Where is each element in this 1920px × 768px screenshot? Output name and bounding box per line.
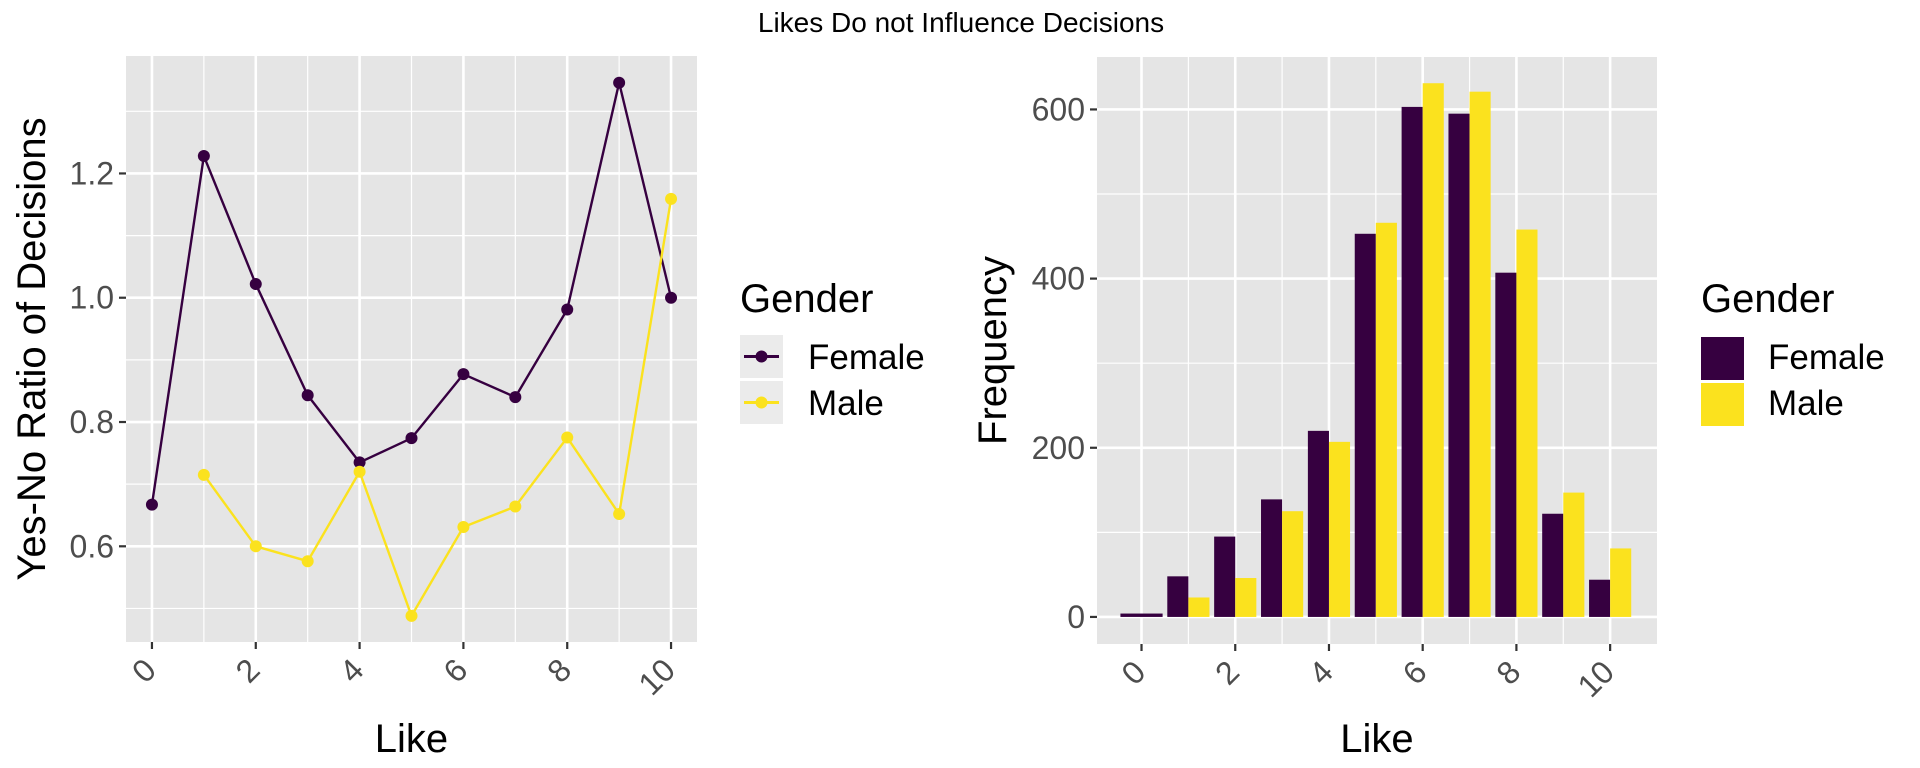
legend-label-male: Male [808, 384, 884, 423]
bar-male-2 [1235, 578, 1257, 617]
line-chart-series [145, 76, 678, 622]
series-male [197, 192, 678, 622]
data-point-male [561, 431, 574, 444]
data-point-female [353, 456, 366, 469]
data-point-female [249, 278, 262, 291]
line-male [202, 198, 673, 618]
y-tick-label: 1.2 [70, 155, 114, 191]
line-chart-y-axis-title: Yes-No Ratio of Decisions [10, 117, 54, 580]
bar-male-8 [1516, 229, 1538, 617]
bar-chart-legend-title: Gender [1701, 277, 1834, 321]
legend-item-male: Male [740, 381, 884, 424]
data-point-male [301, 555, 314, 568]
line-chart-x-axis-title: Like [375, 717, 448, 761]
bar-female-2 [1214, 536, 1236, 617]
bar-female-10 [1589, 579, 1611, 617]
data-point-male [509, 500, 522, 513]
data-point-female [561, 303, 574, 316]
bar-male-7 [1469, 91, 1491, 617]
bar-female-6 [1401, 106, 1423, 617]
data-point-male [613, 507, 626, 520]
legend-swatch-female [1701, 337, 1744, 380]
legend-item-male: Male [1701, 383, 1844, 426]
bar-chart-bars [1120, 83, 1632, 617]
data-point-female [509, 391, 522, 404]
data-point-male [353, 465, 366, 478]
legend-label-female: Female [808, 338, 925, 377]
bar-female-8 [1495, 272, 1517, 617]
data-point-female [197, 150, 210, 163]
data-point-female [145, 498, 158, 511]
series-female [145, 76, 678, 511]
bar-male-1 [1188, 597, 1210, 617]
figure-title: Likes Do not Influence Decisions [758, 7, 1164, 38]
bar-chart-y-axis-title: Frequency [971, 256, 1015, 445]
legend-item-female: Female [740, 335, 925, 378]
y-tick-label: 200 [1032, 430, 1085, 466]
bar-male-5 [1375, 222, 1397, 617]
bar-female-9 [1542, 513, 1564, 617]
data-point-male [665, 192, 678, 205]
legend-label-male: Male [1768, 384, 1844, 423]
bar-male-4 [1328, 441, 1351, 617]
bar-female-3 [1261, 499, 1283, 617]
legend-label-female: Female [1768, 338, 1885, 377]
bar-female-5 [1354, 233, 1376, 617]
data-point-female [665, 291, 678, 304]
bar-male-6 [1422, 83, 1444, 617]
y-tick-label: 600 [1032, 91, 1085, 127]
data-point-male [197, 468, 210, 481]
data-point-female [301, 389, 314, 402]
bar-male-3 [1282, 511, 1304, 617]
legend-swatch-male [1701, 383, 1744, 426]
bar-male-9 [1563, 492, 1585, 617]
data-point-male [405, 609, 418, 622]
data-point-female [457, 368, 470, 381]
legend-item-female: Female [1701, 337, 1885, 380]
legend-point-female [755, 350, 768, 363]
data-point-female [405, 432, 418, 445]
y-tick-label: 1.0 [70, 280, 114, 316]
line-chart: 0.60.81.01.20 2 4 6 8 10 Like Yes-No Ratio of… [10, 56, 925, 761]
y-tick-label: 0.8 [70, 404, 114, 440]
y-tick-label: 400 [1032, 261, 1085, 297]
legend-point-male [755, 396, 768, 409]
line-chart-legend: Gender Female Male [740, 277, 925, 424]
bar-female-4 [1307, 430, 1329, 617]
data-point-male [249, 540, 262, 553]
y-tick-label: 0 [1067, 599, 1085, 635]
bar-chart-legend: Gender Female Male [1701, 277, 1885, 426]
bar-female-7 [1448, 113, 1470, 617]
data-point-male [457, 521, 470, 534]
data-point-female [613, 76, 626, 89]
bar-female-0 [1120, 613, 1163, 617]
y-tick-label: 0.6 [70, 528, 114, 564]
bar-chart-x-axis-title: Like [1340, 717, 1413, 761]
bar-male-10 [1610, 548, 1632, 617]
bar-female-1 [1167, 576, 1189, 617]
line-chart-legend-title: Gender [740, 277, 873, 321]
